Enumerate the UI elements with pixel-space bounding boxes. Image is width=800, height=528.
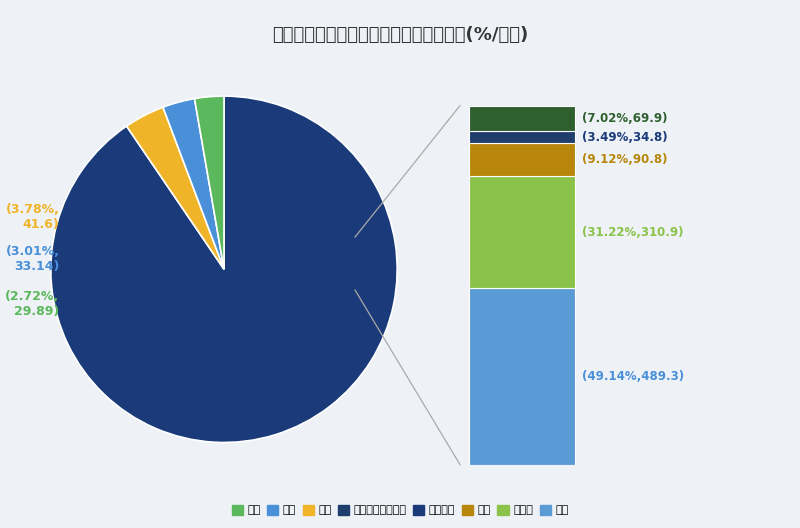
Text: 国内绿氢项目消纳路径对应产能占比分布(%/万吨): 国内绿氢项目消纳路径对应产能占比分布(%/万吨) xyxy=(272,26,528,44)
Text: (3.49%,34.8): (3.49%,34.8) xyxy=(582,130,667,144)
Wedge shape xyxy=(51,96,397,442)
Text: (9.12%,90.8): (9.12%,90.8) xyxy=(582,153,667,166)
Wedge shape xyxy=(194,96,224,269)
Legend: 交通, 储能, 其他, 煤化工及石油炼化, 化工原料, 航煤, 合成氨, 甲醇: 交通, 储能, 其他, 煤化工及石油炼化, 化工原料, 航煤, 合成氨, 甲醇 xyxy=(227,500,573,520)
Text: (90.49%,
995.65): (90.49%, 995.65) xyxy=(331,255,394,284)
Text: (7.02%,69.9): (7.02%,69.9) xyxy=(582,112,667,125)
Bar xyxy=(470,106,574,131)
Bar xyxy=(470,143,574,176)
Bar xyxy=(470,176,574,288)
Wedge shape xyxy=(126,107,224,269)
Text: (3.01%,
33.14): (3.01%, 33.14) xyxy=(6,245,59,273)
Text: (31.22%,310.9): (31.22%,310.9) xyxy=(582,225,683,239)
Bar xyxy=(470,131,574,143)
Text: (3.78%,
41.6): (3.78%, 41.6) xyxy=(6,203,59,231)
Wedge shape xyxy=(163,99,224,269)
Bar xyxy=(470,288,574,465)
Text: (49.14%,489.3): (49.14%,489.3) xyxy=(582,370,684,383)
Text: (2.72%,
29.89): (2.72%, 29.89) xyxy=(6,290,59,318)
